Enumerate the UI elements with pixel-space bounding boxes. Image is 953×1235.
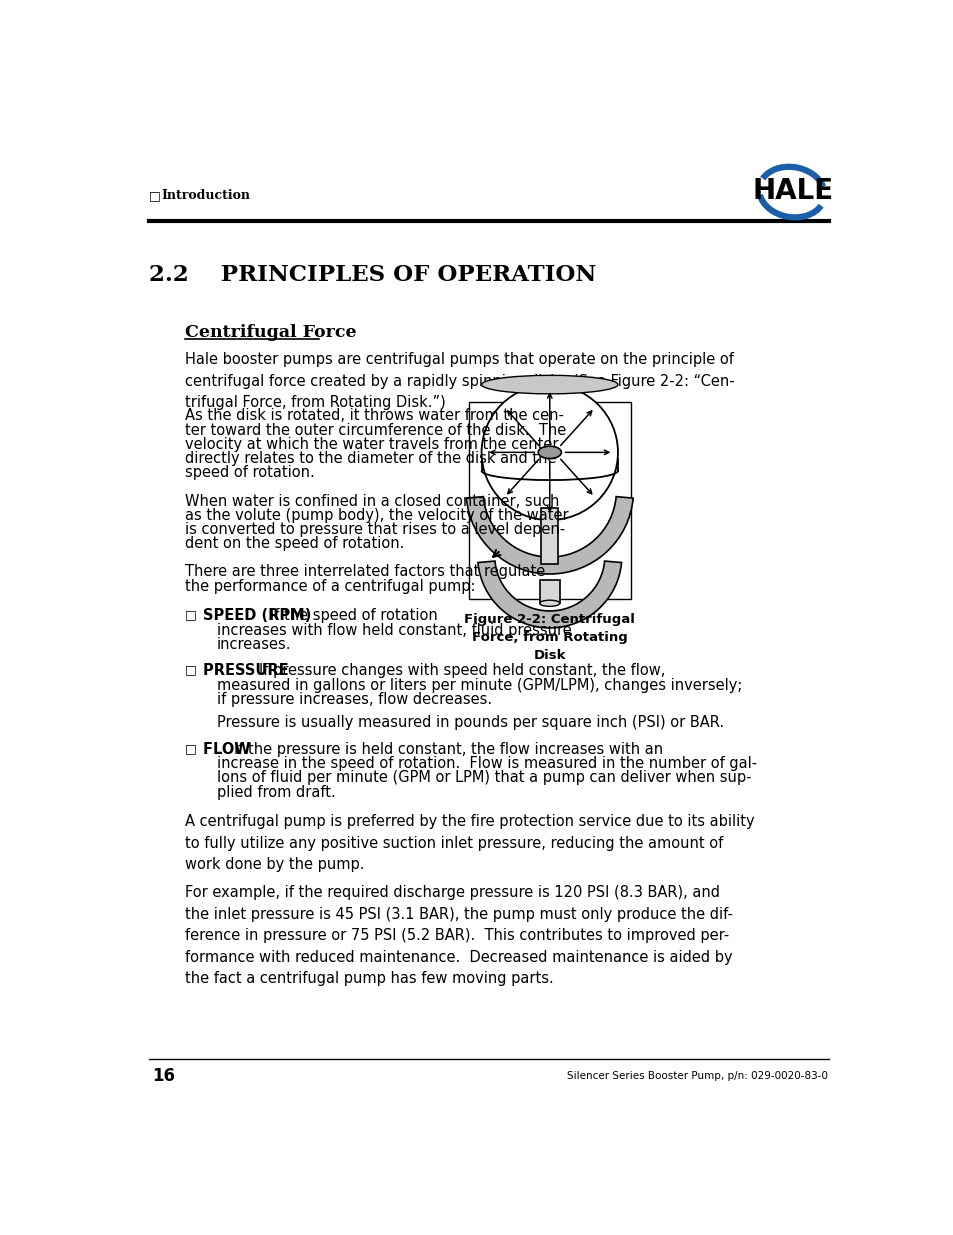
Text: When water is confined in a closed container, such: When water is confined in a closed conta… [185,494,558,509]
Ellipse shape [481,375,618,394]
Text: For example, if the required discharge pressure is 120 PSI (8.3 BAR), and
the in: For example, if the required discharge p… [185,885,732,987]
Text: increases with flow held constant, fluid pressure: increases with flow held constant, fluid… [216,622,571,637]
Text: increase in the speed of rotation.  Flow is measured in the number of gal-: increase in the speed of rotation. Flow … [216,756,757,771]
Text: □: □ [185,663,196,677]
Text: 2.2    PRINCIPLES OF OPERATION: 2.2 PRINCIPLES OF OPERATION [149,264,596,285]
Text: speed of rotation.: speed of rotation. [185,466,314,480]
Text: is converted to pressure that rises to a level depen-: is converted to pressure that rises to a… [185,522,565,537]
Text: Pressure is usually measured in pounds per square inch (PSI) or BAR.: Pressure is usually measured in pounds p… [216,715,723,730]
Text: PRESSURE: PRESSURE [203,663,304,678]
Text: A centrifugal pump is preferred by the fire protection service due to its abilit: A centrifugal pump is preferred by the f… [185,814,754,872]
Text: measured in gallons or liters per minute (GPM/LPM), changes inversely;: measured in gallons or liters per minute… [216,678,741,693]
Text: As the disk is rotated, it throws water from the cen-: As the disk is rotated, it throws water … [185,409,563,424]
Text: If the speed of rotation: If the speed of rotation [270,609,436,624]
Text: Figure 2-2: Centrifugal
Force, from Rotating
Disk: Figure 2-2: Centrifugal Force, from Rota… [464,613,635,662]
Text: If the pressure is held constant, the flow increases with an: If the pressure is held constant, the fl… [233,742,662,757]
Text: □: □ [185,742,196,755]
Bar [468,403,630,599]
Text: 16: 16 [152,1067,174,1086]
Text: the performance of a centrifugal pump:: the performance of a centrifugal pump: [185,579,476,594]
Text: HALE: HALE [751,177,832,205]
Bar [540,508,558,564]
Text: velocity at which the water travels from the center: velocity at which the water travels from… [185,437,558,452]
Text: Centrifugal Force: Centrifugal Force [185,324,356,341]
Text: dent on the speed of rotation.: dent on the speed of rotation. [185,536,404,551]
Text: Silencer Series Booster Pump, p/n: 029-0020-83-0: Silencer Series Booster Pump, p/n: 029-0… [566,1071,827,1081]
Text: if pressure increases, flow decreases.: if pressure increases, flow decreases. [216,692,492,706]
Text: Introduction: Introduction [162,189,251,203]
Wedge shape [477,561,621,627]
Text: If pressure changes with speed held constant, the flow,: If pressure changes with speed held cons… [258,663,664,678]
Text: □: □ [149,189,160,203]
Circle shape [481,384,618,520]
Text: increases.: increases. [216,637,291,652]
Text: plied from draft.: plied from draft. [216,784,335,799]
Text: □: □ [185,609,196,621]
Ellipse shape [537,446,560,458]
Ellipse shape [539,600,559,606]
Text: There are three interrelated factors that regulate: There are three interrelated factors tha… [185,564,545,579]
Text: as the volute (pump body), the velocity of the water: as the volute (pump body), the velocity … [185,508,568,522]
Text: SPEED (RPM): SPEED (RPM) [203,609,326,624]
Wedge shape [466,496,633,574]
Text: lons of fluid per minute (GPM or LPM) that a pump can deliver when sup-: lons of fluid per minute (GPM or LPM) th… [216,771,751,785]
Text: ter toward the outer circumference of the disk.  The: ter toward the outer circumference of th… [185,422,566,437]
Text: FLOW: FLOW [203,742,266,757]
Text: Hale booster pumps are centrifugal pumps that operate on the principle of
centri: Hale booster pumps are centrifugal pumps… [185,352,734,410]
Bar [539,580,559,603]
Text: directly relates to the diameter of the disk and the: directly relates to the diameter of the … [185,451,556,466]
